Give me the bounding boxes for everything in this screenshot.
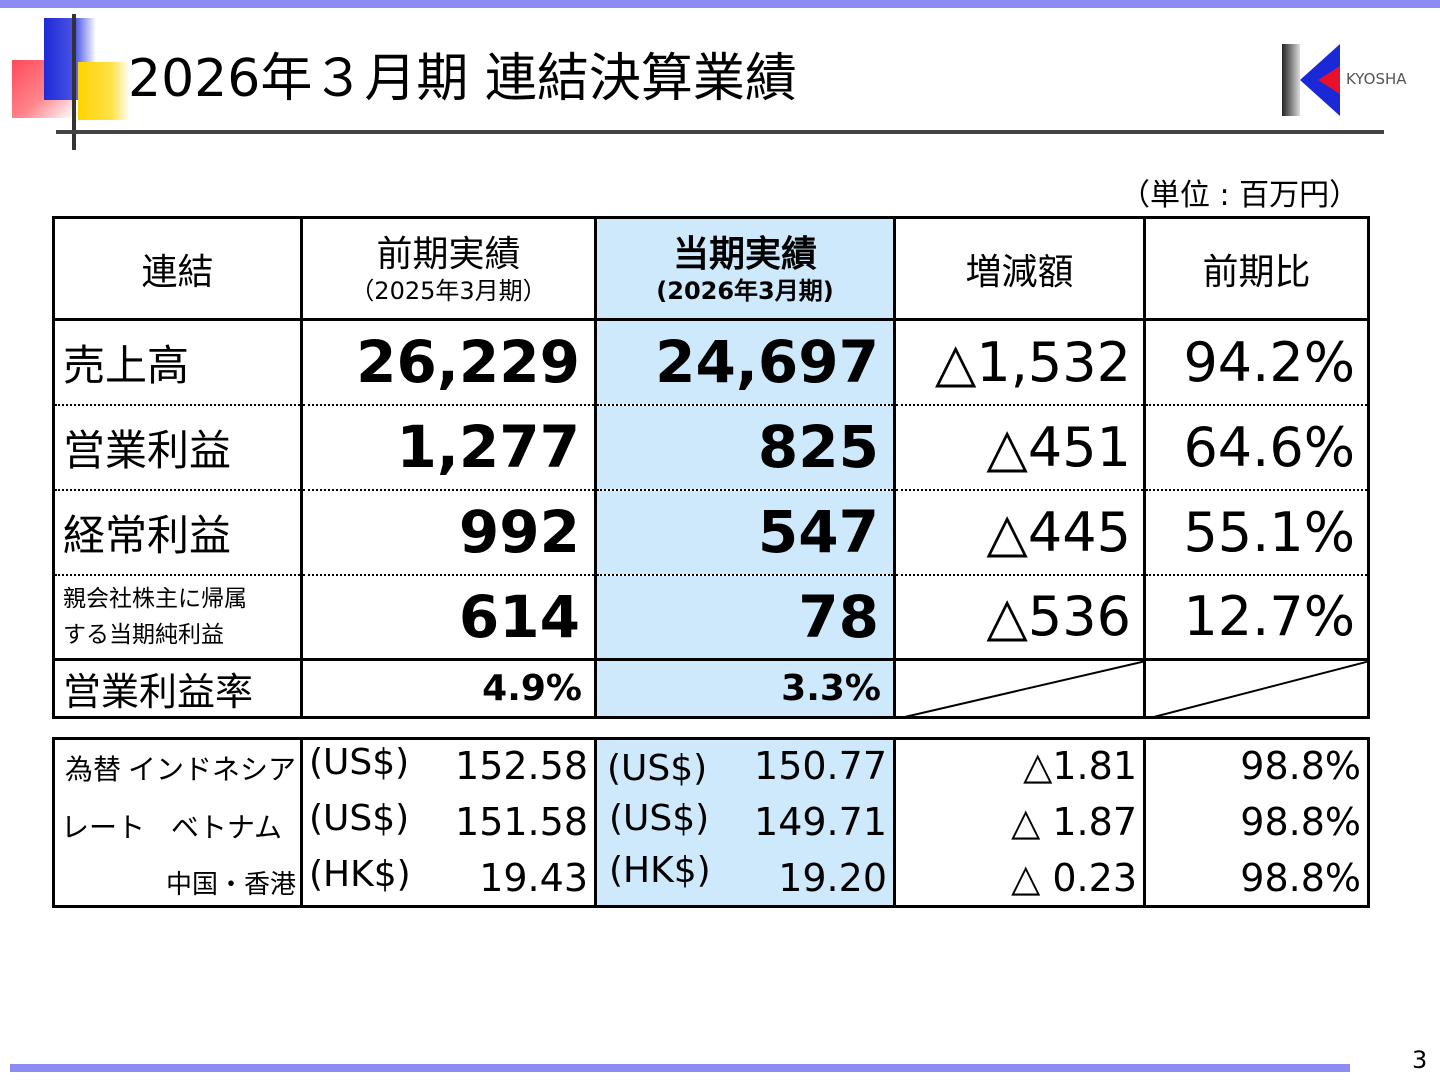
col-header-curr-sub: (2026年3月期): [656, 276, 834, 305]
cell-curr: 825: [594, 403, 896, 491]
fx-ratio-value: 98.8%: [1240, 856, 1361, 900]
results-table: 連結 前期実績 （2025年3月期） 当期実績 (2026年3月期) 増減額 前…: [52, 216, 1370, 719]
cell-ratio: 55.1%: [1143, 488, 1370, 576]
bottom-accent-band: [10, 1064, 1350, 1072]
logo-mark-icon: [1282, 44, 1340, 116]
cell-curr: 24,697: [594, 318, 896, 406]
cell-prev: 992: [300, 488, 597, 576]
page-title: 2026年３月期 連結決算業績: [128, 49, 797, 109]
col-header-diff: 増減額: [893, 216, 1146, 321]
row-label-operating-margin: 営業利益率: [52, 658, 303, 719]
table-row: 営業利益率 4.9% 3.3%: [52, 658, 1370, 719]
cell-prev: 1,277: [300, 403, 597, 491]
cell-prev: 4.9%: [300, 658, 597, 719]
cell-ratio-empty: [1143, 658, 1370, 719]
fx-prev-currency: (US$): [309, 798, 410, 839]
diagonal-slash: [1159, 662, 1366, 715]
cell-diff: △1,532: [893, 318, 1146, 406]
col-header-prev: 前期実績 （2025年3月期）: [300, 216, 597, 321]
row-label-sales: 売上高: [52, 318, 303, 406]
row-label-net-income-line2: する当期純利益: [63, 621, 224, 648]
fx-label-b: レート: [61, 811, 146, 844]
fx-prev-cell: (US$) (US$) (HK$) 152.58 151.58 19.43: [300, 737, 597, 908]
cell-ratio: 94.2%: [1143, 318, 1370, 406]
title-underline: [56, 130, 1384, 134]
table-row: 経常利益 992 547 △445 55.1%: [52, 488, 1370, 576]
cell-ratio: 12.7%: [1143, 573, 1370, 661]
fx-curr-cell: (US$) (US$) (HK$) 150.77 149.71 19.20: [594, 737, 896, 908]
fx-curr-value: 150.77: [754, 744, 887, 788]
col-header-ratio: 前期比: [1143, 216, 1370, 321]
company-logo: KYOSHA: [1278, 44, 1418, 118]
fx-diff-value: △ 1.87: [1011, 800, 1137, 844]
fx-prev-currency: (HK$): [309, 854, 411, 895]
col-header-prev-sub: （2025年3月期）: [350, 276, 547, 305]
col-header-curr-label: 当期実績: [672, 233, 817, 275]
cell-diff-empty: [893, 658, 1146, 719]
cell-prev: 26,229: [300, 318, 597, 406]
fx-row: 為替 レート インドネシア ベトナム 中国・香港 (US$) (US$) (HK…: [52, 737, 1370, 908]
fx-ratio-value: 98.8%: [1240, 800, 1361, 844]
decor-yellow-square: [78, 62, 130, 120]
col-header-curr: 当期実績 (2026年3月期): [594, 216, 896, 321]
row-label-operating-income: 営業利益: [52, 403, 303, 491]
cell-diff: △451: [893, 403, 1146, 491]
fx-rate-table: 為替 レート インドネシア ベトナム 中国・香港 (US$) (US$) (HK…: [52, 737, 1370, 908]
fx-diff-value: △1.81: [1023, 744, 1137, 788]
fx-country: 中国・香港: [165, 870, 296, 900]
row-label-net-income: 親会社株主に帰属 する当期純利益: [52, 573, 303, 661]
cell-diff: △536: [893, 573, 1146, 661]
cell-curr: 547: [594, 488, 896, 576]
decor-vertical-line: [72, 14, 76, 150]
cell-prev: 614: [300, 573, 597, 661]
fx-curr-currency: (US$): [607, 748, 708, 789]
logo-text: KYOSHA: [1346, 70, 1407, 88]
cell-diff: △445: [893, 488, 1146, 576]
fx-prev-value: 151.58: [455, 800, 588, 844]
unit-note: （単位 : 百万円）: [1120, 178, 1360, 213]
page-number: 3: [1412, 1046, 1428, 1074]
fx-curr-value: 149.71: [754, 800, 887, 844]
fx-ratio-cell: 98.8% 98.8% 98.8%: [1143, 737, 1370, 908]
fx-prev-value: 19.43: [479, 856, 588, 900]
table-header-row: 連結 前期実績 （2025年3月期） 当期実績 (2026年3月期) 増減額 前…: [52, 216, 1370, 321]
row-label-net-income-line1: 親会社株主に帰属: [63, 585, 247, 612]
fx-curr-value: 19.20: [778, 856, 887, 900]
fx-curr-currency: (US$): [609, 798, 710, 839]
table-row: 営業利益 1,277 825 △451 64.6%: [52, 403, 1370, 491]
fx-label-a: 為替: [65, 753, 122, 786]
fx-curr-currency: (HK$): [609, 850, 711, 891]
top-accent-band: [0, 0, 1440, 8]
col-header-prev-label: 前期実績: [376, 233, 521, 275]
row-label-ordinary-income: 経常利益: [52, 488, 303, 576]
fx-label-cell: 為替 レート インドネシア ベトナム 中国・香港: [52, 737, 303, 908]
table-row: 売上高 26,229 24,697 △1,532 94.2%: [52, 318, 1370, 406]
table-row: 親会社株主に帰属 する当期純利益 614 78 △536 12.7%: [52, 573, 1370, 661]
cell-curr: 3.3%: [594, 658, 896, 719]
fx-prev-value: 152.58: [455, 744, 588, 788]
fx-diff-cell: △1.81 △ 1.87 △ 0.23: [893, 737, 1146, 908]
cell-ratio: 64.6%: [1143, 403, 1370, 491]
diagonal-slash: [910, 662, 1142, 715]
corner-label: 連結: [52, 216, 303, 321]
fx-ratio-value: 98.8%: [1240, 744, 1361, 788]
fx-country: インドネシア: [127, 753, 296, 786]
fx-country: ベトナム: [170, 811, 282, 844]
fx-prev-currency: (US$): [309, 742, 410, 783]
fx-diff-value: △ 0.23: [1011, 856, 1137, 900]
cell-curr: 78: [594, 573, 896, 661]
